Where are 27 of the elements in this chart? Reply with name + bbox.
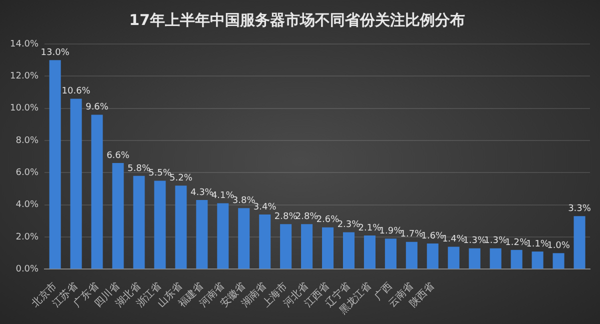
y-tick-label: 4.0% xyxy=(16,200,40,210)
data-label: 3.4% xyxy=(253,202,277,212)
data-label: 3.3% xyxy=(568,204,592,214)
y-tick-label: 12.0% xyxy=(10,72,40,82)
y-tick-label: 6.0% xyxy=(16,168,40,178)
data-label: 5.2% xyxy=(170,173,193,184)
data-label: 1.3% xyxy=(463,236,486,246)
chart-title: 17年上半年中国服务器市场不同省份关注比例分布 xyxy=(129,10,465,29)
data-label: 10.6% xyxy=(62,86,91,97)
data-label: 5.5% xyxy=(148,168,172,179)
data-label: 2.6% xyxy=(316,215,340,226)
data-label: 5.8% xyxy=(128,164,151,174)
data-label: 1.3% xyxy=(484,236,508,246)
data-label: 2.8% xyxy=(274,212,298,222)
data-label: 1.1% xyxy=(526,239,550,250)
data-label: 1.2% xyxy=(505,238,528,248)
y-tick-label: 2.0% xyxy=(16,232,40,242)
data-label: 1.0% xyxy=(547,240,570,251)
data-label: 4.1% xyxy=(211,191,235,202)
y-tick-label: 10.0% xyxy=(10,104,40,114)
y-tick-label: 0.0% xyxy=(16,264,40,275)
data-label: 3.8% xyxy=(232,196,256,206)
y-tick-label: 14.0% xyxy=(10,39,40,50)
data-label: 9.6% xyxy=(86,102,109,113)
y-tick-label: 8.0% xyxy=(16,136,40,146)
data-label: 13.0% xyxy=(40,48,70,58)
data-label: 6.6% xyxy=(106,150,130,161)
